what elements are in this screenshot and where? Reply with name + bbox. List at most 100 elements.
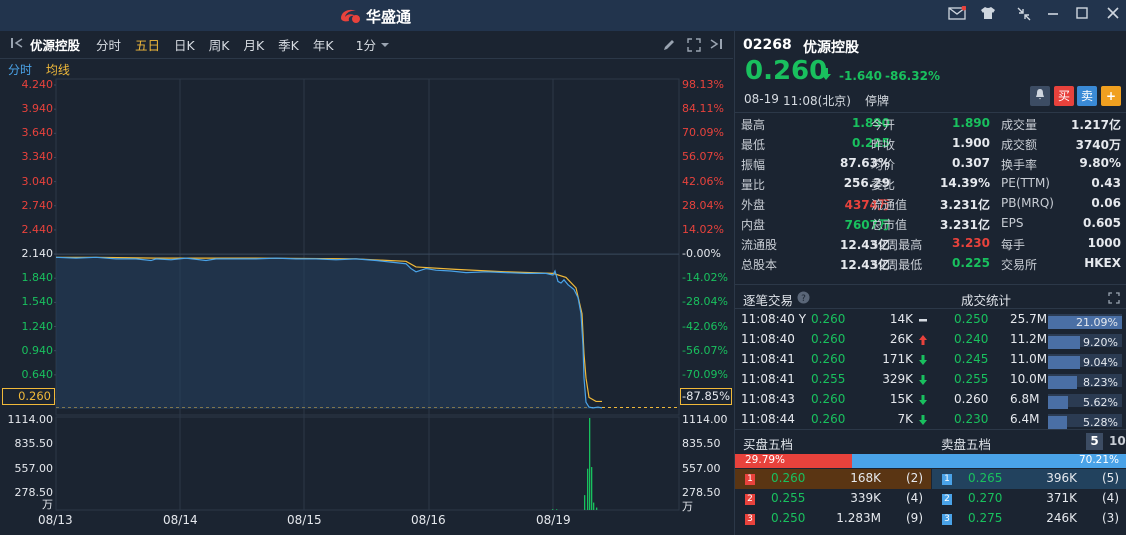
- shrink-icon[interactable]: [1014, 6, 1034, 26]
- sell-ratio-fill: [851, 454, 1126, 468]
- trade-price: 0.260: [811, 332, 846, 346]
- deal-stat-row: 0.245 11.0M 9.04%: [940, 350, 1126, 370]
- volume-bar: [591, 467, 593, 510]
- deal-price: 0.260: [954, 392, 989, 406]
- deal-price: 0.250: [954, 312, 989, 326]
- interval-select[interactable]: 1分: [355, 38, 377, 53]
- sell-volume: 371K: [1046, 491, 1077, 505]
- sell-book-title: 卖盘五档: [941, 437, 992, 452]
- buy-book-row: 2 0.255 339K (4): [735, 489, 931, 509]
- deal-volume: 25.7M: [1010, 312, 1048, 326]
- volume-bar: [552, 509, 554, 510]
- stat-label: 流通值: [871, 198, 908, 212]
- deal-ratio-fill: [1048, 376, 1077, 389]
- close-icon[interactable]: [1103, 6, 1123, 26]
- stat-label: 总股本: [741, 258, 778, 272]
- deal-ratio-label: 5.62%: [1083, 396, 1118, 409]
- expand-icon[interactable]: [1108, 292, 1120, 307]
- price-tick-label: 0.640: [21, 367, 54, 381]
- tab-week-k[interactable]: 周K: [208, 38, 230, 53]
- buy-volume: 168K: [850, 471, 881, 485]
- pct-tick-label: 42.06%: [682, 174, 724, 188]
- trade-row: 11:08:41 0.260 171K: [735, 350, 935, 370]
- date-tick-label: 08/13: [38, 513, 73, 527]
- sell-button[interactable]: 卖: [1077, 86, 1097, 106]
- tab-5day[interactable]: 五日: [135, 38, 161, 53]
- sell-orders: (5): [1102, 471, 1119, 485]
- trade-time: 11:08:40: [741, 332, 795, 346]
- depth-5-button[interactable]: 5: [1086, 433, 1103, 450]
- volume-tick-label: 835.50: [682, 437, 721, 451]
- sell-orders: (3): [1102, 511, 1119, 525]
- pencil-icon[interactable]: [662, 38, 676, 55]
- deal-ratio-fill: [1048, 316, 1122, 329]
- stat-value: 3.231亿: [940, 198, 990, 212]
- deal-ratio-label: 9.04%: [1083, 356, 1118, 369]
- brand-name: 华盛通: [366, 7, 412, 26]
- price-tick-label: 1.540: [21, 295, 54, 309]
- deal-price: 0.245: [954, 352, 989, 366]
- stat-label: EPS: [1001, 216, 1024, 230]
- pct-tick-label: 70.09%: [682, 126, 724, 140]
- tab-time[interactable]: 分时: [96, 38, 122, 53]
- collapse-left-icon[interactable]: [10, 37, 24, 52]
- volume-bar: [589, 418, 591, 510]
- depth-10-button[interactable]: 10: [1109, 434, 1126, 448]
- stats-row: 内盘 7607万 总市值 3.231亿 EPS 0.605: [735, 214, 1126, 234]
- date-tick-label: 08/14: [163, 513, 198, 527]
- help-icon[interactable]: ?: [797, 291, 810, 307]
- expand-icon[interactable]: [687, 38, 701, 55]
- add-watchlist-button[interactable]: +: [1101, 86, 1121, 106]
- subtab-time[interactable]: 分时: [8, 63, 33, 77]
- deal-ratio-bar: 9.20%: [1048, 334, 1122, 349]
- trade-row: 11:08:40 0.260 26K: [735, 330, 935, 350]
- volume-unit-label: 万: [42, 498, 53, 511]
- sell-price: 0.275: [968, 511, 1003, 525]
- tab-month-k[interactable]: 月K: [243, 38, 265, 53]
- buy-price: 0.260: [771, 471, 806, 485]
- buy-level-badge: 3: [745, 514, 755, 525]
- tab-day-k[interactable]: 日K: [174, 38, 195, 53]
- price-tick-label: 0.940: [21, 343, 54, 357]
- stat-label: 今开: [871, 118, 896, 132]
- trade-price: 0.255: [811, 372, 846, 386]
- trade-price: 0.260: [811, 352, 846, 366]
- deal-price: 0.255: [954, 372, 989, 386]
- sell-level-badge: 3: [942, 514, 952, 525]
- buy-volume: 1.283M: [836, 511, 881, 525]
- shirt-icon[interactable]: [978, 6, 998, 26]
- mail-icon[interactable]: [947, 5, 967, 26]
- minimize-icon[interactable]: [1043, 6, 1063, 26]
- volume-tick-label: 278.50: [14, 485, 54, 499]
- trade-time: 11:08:41: [741, 372, 795, 386]
- price-change: -1.640: [839, 69, 882, 83]
- collapse-right-icon[interactable]: [709, 38, 723, 53]
- volume-tick-label: 1114.00: [7, 413, 54, 426]
- trade-row: 11:08:40 Y 0.260 14K: [735, 310, 935, 330]
- trades-title: 逐笔交易: [743, 293, 794, 308]
- sell-volume: 246K: [1046, 511, 1077, 525]
- stat-label: 52周最高: [871, 238, 923, 252]
- stat-label: PE(TTM): [1001, 176, 1050, 190]
- maximize-icon[interactable]: [1072, 6, 1092, 26]
- tab-quarter-k[interactable]: 季K: [278, 38, 299, 53]
- deal-ratio-label: 5.28%: [1083, 416, 1118, 429]
- stat-label: 最高: [741, 118, 766, 132]
- price-tick-label: 1.840: [21, 271, 54, 285]
- stat-value: 1.217亿: [1071, 118, 1121, 132]
- stat-label: 成交额: [1001, 138, 1038, 152]
- chevron-down-icon[interactable]: [380, 38, 390, 52]
- buy-button[interactable]: 买: [1054, 86, 1074, 106]
- divider: [735, 308, 1126, 309]
- current-price-marker: 0.260: [2, 388, 55, 405]
- quote-date: 08-19: [744, 92, 779, 106]
- sell-book-row: 3 0.275 246K (3): [932, 509, 1126, 529]
- pct-tick-label: 28.04%: [682, 198, 724, 212]
- bell-icon[interactable]: [1030, 86, 1050, 106]
- subtab-avg[interactable]: 均线: [45, 63, 70, 77]
- deal-volume: 11.0M: [1010, 352, 1048, 366]
- sell-price: 0.265: [968, 471, 1003, 485]
- tab-year-k[interactable]: 年K: [312, 38, 334, 53]
- stat-value: 3740万: [1075, 138, 1121, 152]
- deal-volume: 6.8M: [1010, 392, 1040, 406]
